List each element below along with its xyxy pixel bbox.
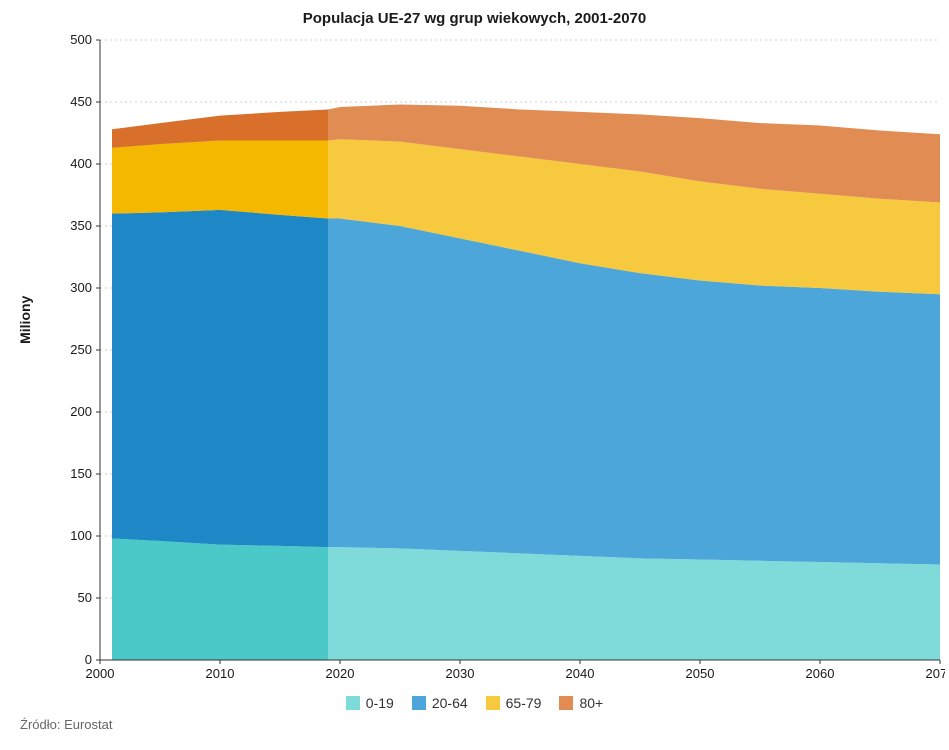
y-tick-150: 150 (70, 466, 92, 481)
x-tick-2030: 2030 (446, 666, 475, 681)
y-tick-100: 100 (70, 528, 92, 543)
y-tick-500: 500 (70, 35, 92, 47)
x-tick-2040: 2040 (566, 666, 595, 681)
chart-container: Populacja UE-27 wg grup wiekowych, 2001-… (0, 0, 949, 750)
x-tick-2070: 2070 (926, 666, 945, 681)
area-chart-svg: 0 50 100 150 200 250 300 350 400 450 500 2000 2010 20… (60, 35, 945, 685)
legend-swatch-0-19 (346, 696, 360, 710)
x-tick-2010: 2010 (206, 666, 235, 681)
x-tick-2060: 2060 (806, 666, 835, 681)
y-tick-50: 50 (78, 590, 92, 605)
x-tick-2020: 2020 (326, 666, 355, 681)
x-tick-2000: 2000 (86, 666, 115, 681)
area-65-79-hist (112, 140, 328, 218)
legend-item-65-79: 65-79 (486, 695, 542, 711)
area-20-64-hist (112, 210, 328, 547)
y-tick-450: 450 (70, 94, 92, 109)
area-0-19-proj (328, 547, 940, 660)
y-tick-300: 300 (70, 280, 92, 295)
legend-item-80+: 80+ (559, 695, 603, 711)
chart-title: Populacja UE-27 wg grup wiekowych, 2001-… (20, 10, 929, 27)
legend-item-0-19: 0-19 (346, 695, 394, 711)
legend-label-0-19: 0-19 (366, 695, 394, 711)
y-tick-200: 200 (70, 404, 92, 419)
y-axis-label: Miliony (17, 296, 33, 344)
y-tick-350: 350 (70, 218, 92, 233)
source-text: Źródło: Eurostat (20, 717, 113, 732)
legend-label-65-79: 65-79 (506, 695, 542, 711)
legend-label-20-64: 20-64 (432, 695, 468, 711)
x-tick-2050: 2050 (686, 666, 715, 681)
legend-swatch-20-64 (412, 696, 426, 710)
legend-swatch-80+ (559, 696, 573, 710)
chart-legend: 0-19 20-64 65-79 80+ (20, 695, 929, 711)
y-tick-250: 250 (70, 342, 92, 357)
y-tick-400: 400 (70, 156, 92, 171)
legend-item-20-64: 20-64 (412, 695, 468, 711)
legend-label-80+: 80+ (579, 695, 603, 711)
chart-area: Miliony 05010015020025030035040045050020… (60, 35, 940, 685)
y-tick-0: 0 (85, 652, 92, 667)
legend-swatch-65-79 (486, 696, 500, 710)
area-0-19-hist (112, 538, 328, 660)
